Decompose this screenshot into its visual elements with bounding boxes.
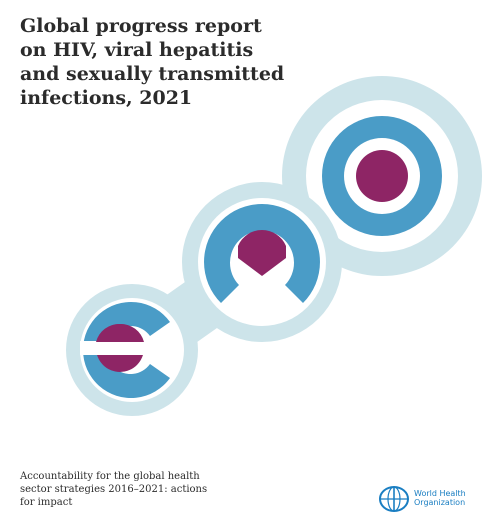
subtitle-line: for impact	[20, 497, 73, 508]
small-ring-group	[66, 284, 198, 416]
who-logo: World Health Organization	[378, 484, 488, 514]
large-magenta-dot	[356, 150, 408, 202]
middle-blue-arc	[204, 204, 320, 303]
who-name-line: Organization	[414, 498, 466, 507]
small-magenta-top	[96, 323, 144, 342]
who-wordmark: World Health Organization	[414, 489, 466, 507]
subtitle-line: Accountability for the global health	[20, 471, 200, 482]
subtitle-line: sector strategies 2016–2021: actions	[20, 484, 208, 495]
middle-ring-group	[182, 182, 342, 342]
title-line: and sexually transmitted	[20, 63, 285, 85]
report-subtitle: Accountability for the global health sec…	[20, 470, 320, 509]
who-name-line: World Health	[414, 489, 466, 498]
title-line: infections, 2021	[20, 87, 193, 109]
report-title: Global progress report on HIV, viral hep…	[20, 14, 350, 110]
title-line: Global progress report	[20, 15, 262, 37]
small-white-slit	[80, 341, 170, 355]
middle-magenta-mark	[238, 230, 286, 276]
title-line: on HIV, viral hepatitis	[20, 39, 254, 61]
who-emblem-icon	[379, 486, 409, 512]
small-blue-arc	[83, 302, 170, 399]
